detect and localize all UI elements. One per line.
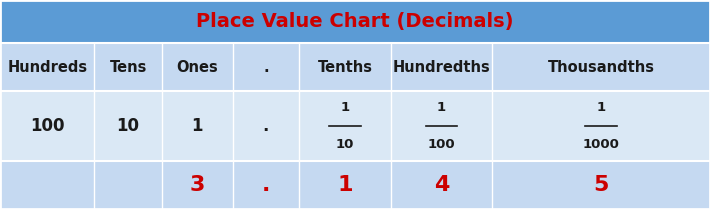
Text: 1000: 1000: [583, 138, 619, 151]
Text: 1: 1: [437, 101, 446, 114]
Text: 4: 4: [434, 175, 449, 195]
Text: Tens: Tens: [109, 60, 147, 75]
Text: Thousandths: Thousandths: [547, 60, 655, 75]
Text: Place Value Chart (Decimals): Place Value Chart (Decimals): [196, 12, 514, 31]
Text: .: .: [262, 175, 270, 195]
Text: 1: 1: [341, 101, 349, 114]
Text: Tenths: Tenths: [317, 60, 373, 75]
Text: 1: 1: [337, 175, 353, 195]
Bar: [0, 91, 710, 161]
Text: 10: 10: [336, 138, 354, 151]
Text: 5: 5: [594, 175, 608, 195]
Text: .: .: [263, 117, 269, 135]
Text: 1: 1: [192, 117, 203, 135]
Text: 3: 3: [190, 175, 205, 195]
Text: 100: 100: [428, 138, 455, 151]
Bar: [0, 43, 710, 91]
Text: 100: 100: [30, 117, 65, 135]
Text: Hundredths: Hundredths: [393, 60, 491, 75]
Bar: [0, 161, 710, 209]
Text: .: .: [263, 60, 268, 75]
Text: Hundreds: Hundreds: [7, 60, 87, 75]
Text: 1: 1: [596, 101, 606, 114]
Text: 10: 10: [116, 117, 140, 135]
Bar: [0, 0, 710, 43]
Text: Ones: Ones: [177, 60, 218, 75]
